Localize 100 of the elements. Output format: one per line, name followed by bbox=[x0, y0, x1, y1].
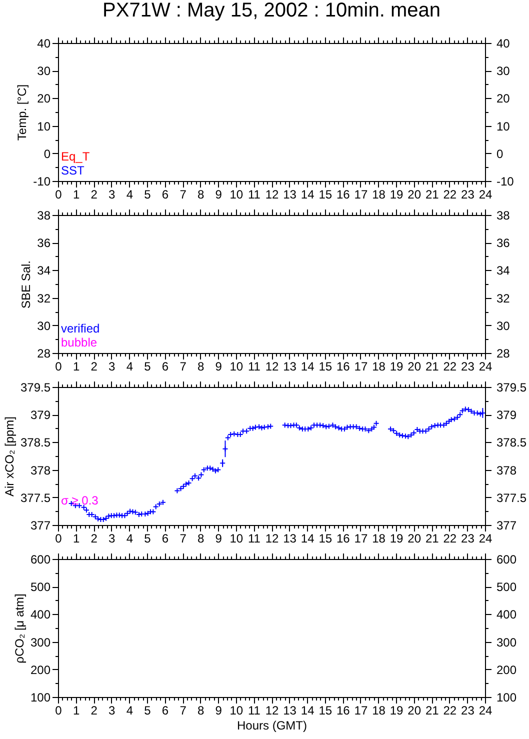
x-tick-label: 13 bbox=[283, 532, 297, 546]
x-tick-label: 22 bbox=[443, 532, 457, 546]
x-tick-label: 3 bbox=[108, 360, 116, 374]
y2-tick-label: 0 bbox=[496, 146, 504, 161]
x-tick-label: 14 bbox=[300, 188, 315, 202]
x-tick-label: 8 bbox=[197, 188, 204, 202]
x-tick-label: 5 bbox=[144, 188, 152, 202]
x-tick-label: 2 bbox=[90, 188, 98, 202]
y-axis-title: Air xCO₂ [ppm] bbox=[2, 416, 16, 497]
x-tick-label: 20 bbox=[408, 704, 422, 718]
x-tick-label: 4 bbox=[126, 360, 134, 374]
x-tick-label: 13 bbox=[283, 360, 297, 374]
x-tick-label: 12 bbox=[265, 704, 279, 718]
x-tick-label: 4 bbox=[126, 188, 134, 202]
y2-tick-label: 30 bbox=[496, 64, 510, 78]
y2-tick-label: 379.5 bbox=[496, 380, 527, 394]
y2-tick-label: 30 bbox=[496, 318, 510, 333]
x-tick-label: 3 bbox=[108, 188, 116, 202]
x-tick-label: 16 bbox=[336, 704, 350, 718]
x-tick-label: 23 bbox=[461, 188, 475, 202]
y2-tick-label: 378.5 bbox=[496, 436, 527, 450]
x-tick-label: 2 bbox=[90, 532, 98, 546]
x-tick-label: 0 bbox=[55, 704, 62, 718]
y-tick-label: 200 bbox=[30, 662, 51, 677]
y2-tick-label: 200 bbox=[496, 662, 517, 677]
x-tick-label: 3 bbox=[108, 532, 116, 546]
y2-tick-label: 400 bbox=[496, 608, 517, 622]
x-tick-label: 6 bbox=[162, 704, 169, 718]
y-tick-label: 30 bbox=[37, 64, 51, 78]
x-tick-label: 10 bbox=[230, 360, 244, 374]
x-tick-label: 11 bbox=[248, 532, 261, 546]
x-tick-label: 0 bbox=[55, 188, 62, 202]
x-tick-label: 0 bbox=[55, 532, 62, 546]
x-tick-label: 16 bbox=[336, 532, 350, 546]
x-tick-label: 6 bbox=[162, 532, 169, 546]
y2-tick-label: 377 bbox=[496, 518, 517, 532]
y-tick-label: 100 bbox=[30, 690, 51, 704]
y-tick-label: 400 bbox=[30, 608, 51, 622]
y2-tick-label: 38 bbox=[496, 208, 510, 222]
x-tick-label: 4 bbox=[126, 704, 134, 718]
x-tick-label: 19 bbox=[390, 360, 404, 374]
x-tick-label: 5 bbox=[144, 532, 152, 546]
y2-tick-label: 100 bbox=[496, 690, 517, 704]
x-tick-label: 9 bbox=[215, 704, 222, 718]
y-tick-label: 28 bbox=[37, 346, 51, 360]
x-tick-label: 5 bbox=[144, 704, 152, 718]
x-tick-label: 14 bbox=[300, 360, 315, 374]
x-tick-label: 18 bbox=[372, 188, 386, 202]
x-tick-label: 14 bbox=[300, 704, 315, 718]
y-tick-label: 40 bbox=[37, 36, 51, 50]
x-tick-label: 1 bbox=[72, 704, 80, 718]
x-tick-label: 3 bbox=[108, 704, 116, 718]
x-tick-label: 18 bbox=[372, 704, 386, 718]
legend-label: verified bbox=[61, 322, 100, 336]
x-tick-label: 24 bbox=[478, 532, 492, 546]
y2-tick-label: 32 bbox=[496, 291, 510, 306]
x-tick-label: 20 bbox=[408, 532, 422, 546]
y-tick-label: 36 bbox=[37, 236, 51, 250]
x-tick-label: 18 bbox=[372, 532, 386, 546]
x-tick-label: 9 bbox=[215, 360, 222, 374]
x-tick-label: 13 bbox=[283, 188, 297, 202]
x-tick-label: 1 bbox=[72, 188, 80, 202]
x-tick-label: 16 bbox=[336, 360, 350, 374]
x-tick-label: 22 bbox=[443, 704, 457, 718]
x-tick-label: 15 bbox=[318, 704, 332, 718]
y-tick-label: 377 bbox=[30, 518, 51, 532]
x-tick-label: 5 bbox=[144, 360, 152, 374]
y-tick-label: 34 bbox=[37, 264, 51, 278]
x-tick-label: 7 bbox=[180, 532, 187, 546]
x-tick-label: 17 bbox=[354, 532, 368, 546]
y2-tick-label: 300 bbox=[496, 635, 517, 650]
x-tick-label: 24 bbox=[478, 704, 492, 718]
x-tick-label: 24 bbox=[478, 360, 492, 374]
x-tick-label: 20 bbox=[408, 360, 422, 374]
x-tick-label: 11 bbox=[248, 704, 261, 718]
x-tick-label: 12 bbox=[265, 188, 279, 202]
x-tick-label: 20 bbox=[408, 188, 422, 202]
x-tick-label: 18 bbox=[372, 360, 386, 374]
legend-label: bubble bbox=[61, 336, 98, 350]
x-tick-label: 17 bbox=[354, 704, 368, 718]
y2-tick-label: 377.5 bbox=[496, 490, 527, 505]
y-axis-title: ρCO₂ [μ atm] bbox=[12, 594, 26, 664]
y-tick-label: 30 bbox=[37, 318, 51, 333]
x-tick-label: 7 bbox=[180, 704, 187, 718]
x-tick-label: 19 bbox=[390, 188, 404, 202]
x-tick-label: 12 bbox=[265, 532, 279, 546]
y2-tick-label: 500 bbox=[496, 580, 517, 594]
y-tick-label: 377.5 bbox=[20, 490, 51, 505]
x-tick-label: 22 bbox=[443, 188, 457, 202]
y2-tick-label: -10 bbox=[496, 174, 514, 188]
y-tick-label: 38 bbox=[37, 208, 51, 222]
x-tick-label: 1 bbox=[72, 532, 80, 546]
x-tick-label: 0 bbox=[55, 360, 62, 374]
x-tick-label: 19 bbox=[390, 704, 404, 718]
y2-tick-label: 10 bbox=[496, 119, 510, 134]
x-tick-label: 23 bbox=[461, 532, 475, 546]
legend-label: SST bbox=[61, 164, 86, 178]
x-tick-label: 21 bbox=[425, 188, 440, 202]
x-tick-label: 9 bbox=[215, 532, 222, 546]
x-tick-label: 9 bbox=[215, 188, 222, 202]
